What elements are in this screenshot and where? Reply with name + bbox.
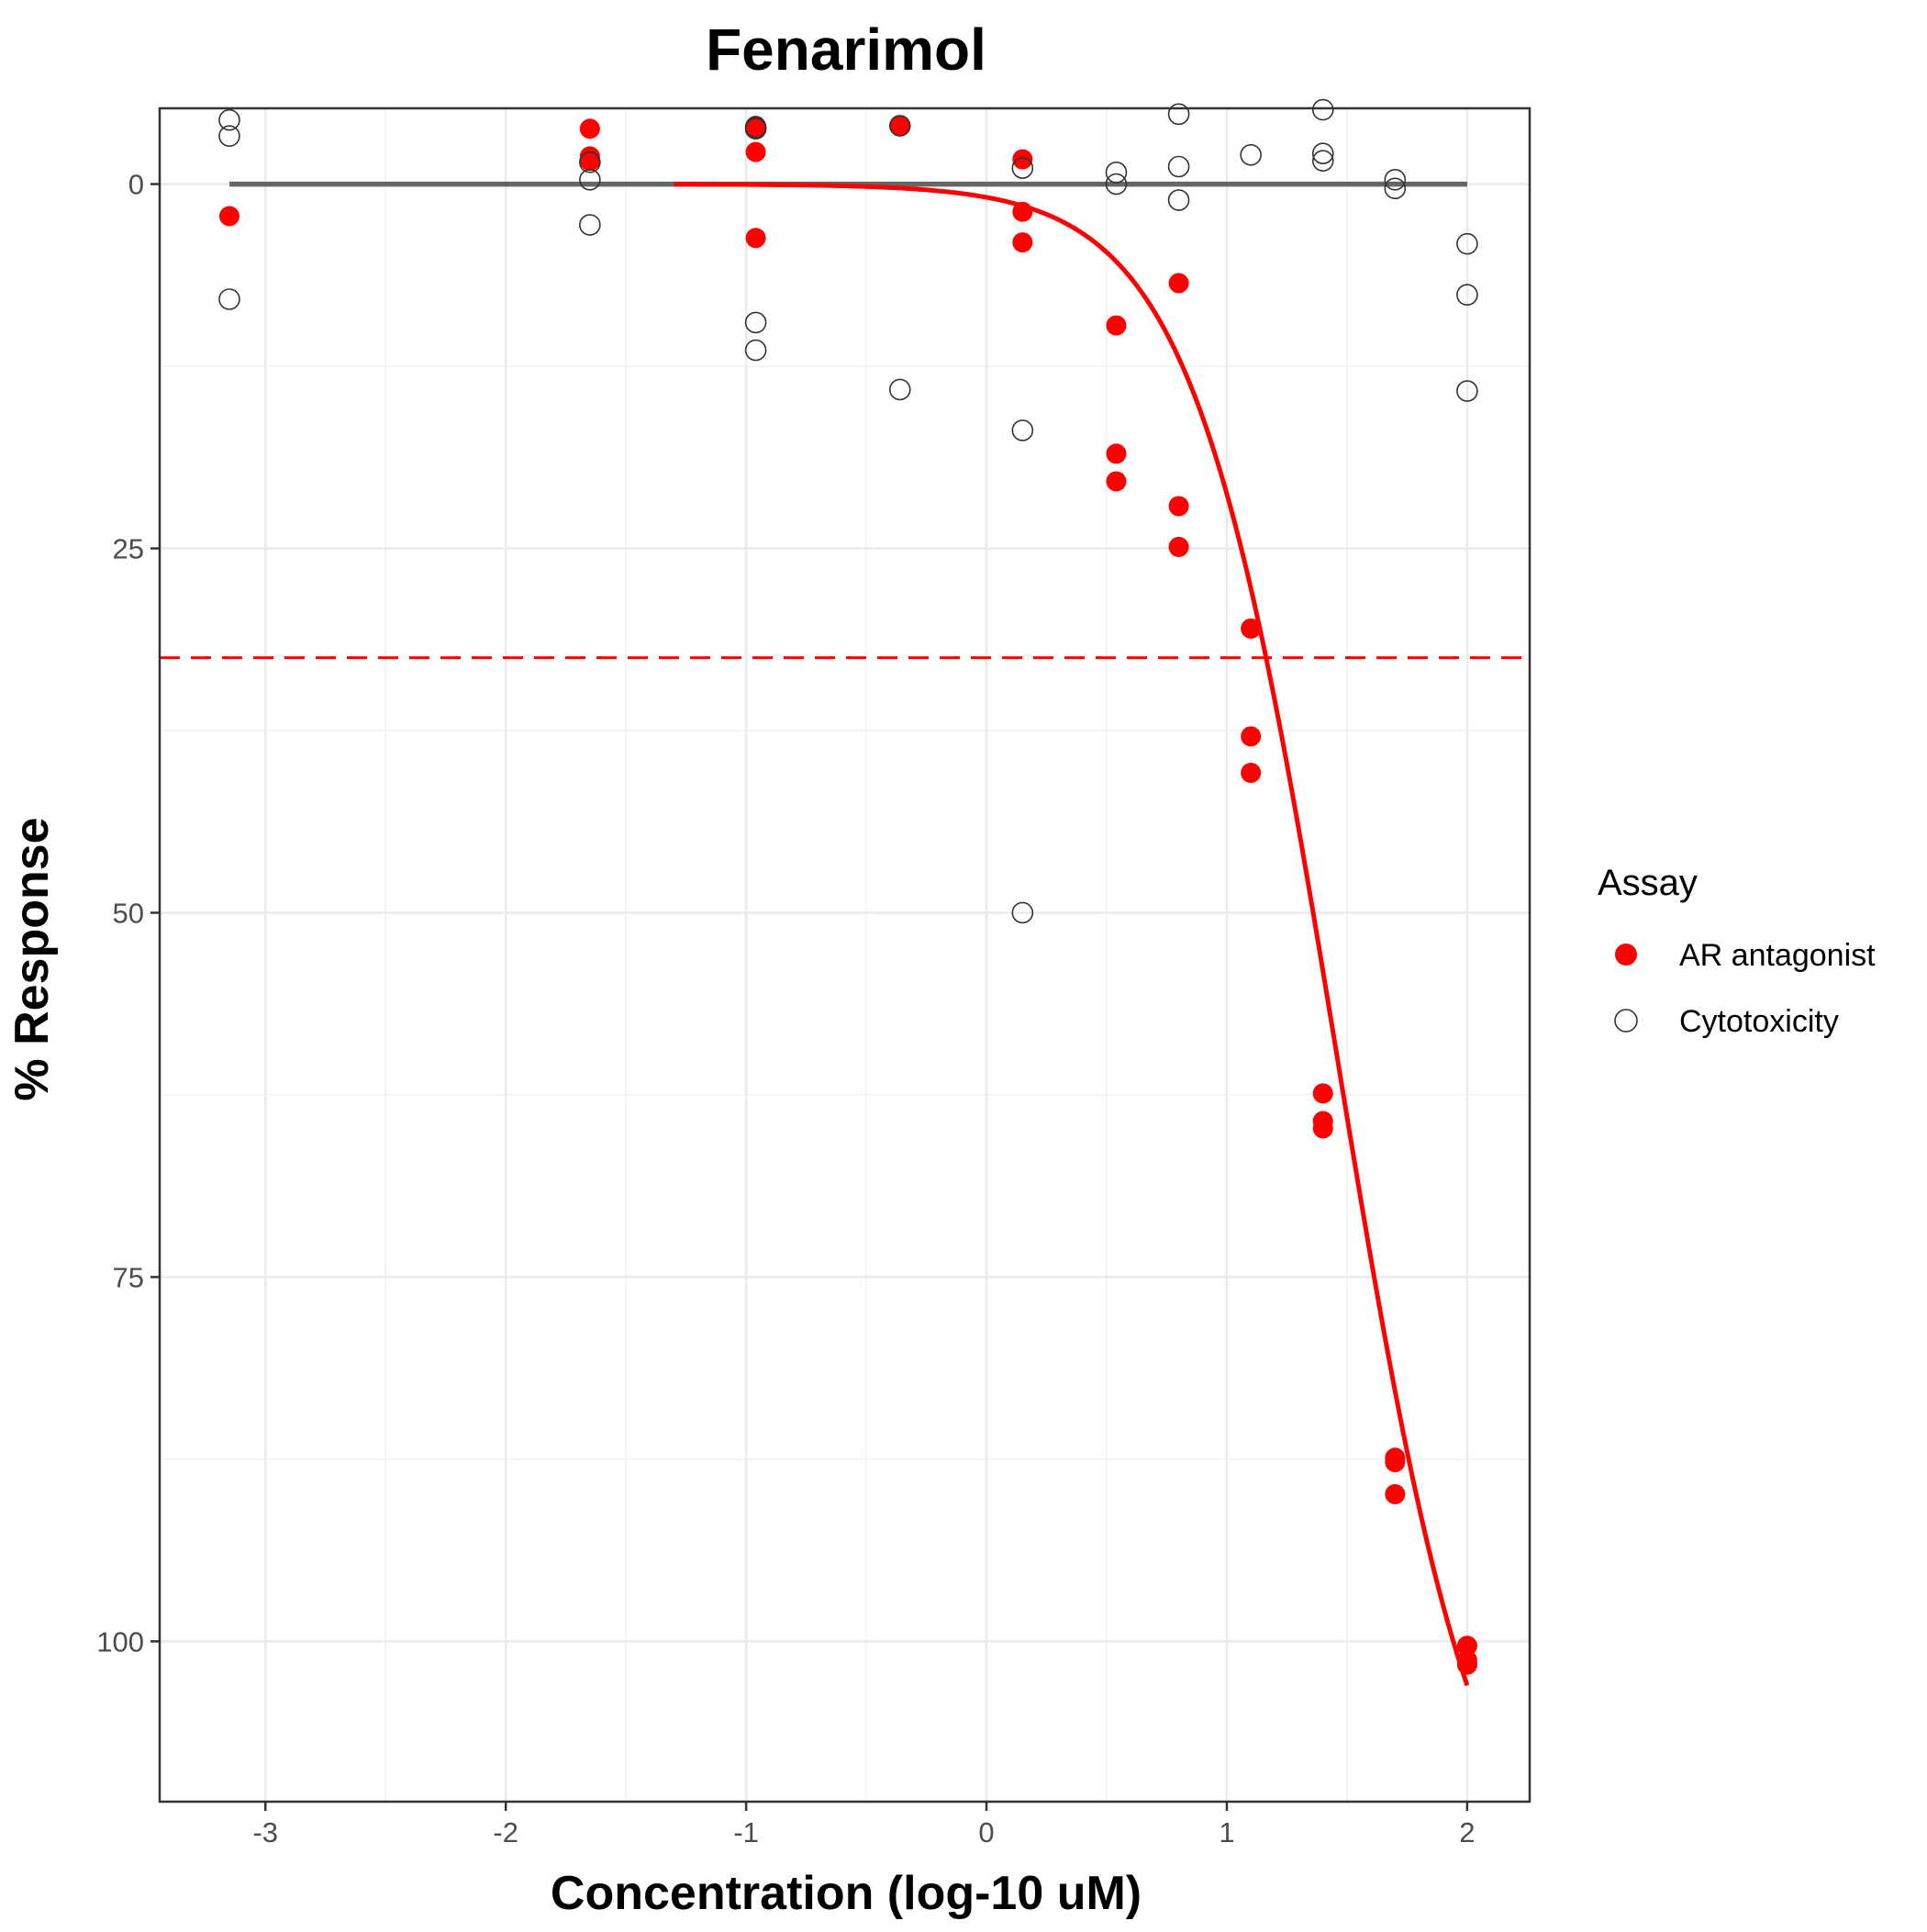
point-cytotoxicity: [1167, 103, 1190, 126]
legend: Assay AR antagonist Cytotoxicity: [1598, 863, 1876, 1039]
y-tick-label: 75: [113, 1261, 144, 1293]
point-cytotoxicity: [1011, 419, 1034, 441]
point-ar-antagonist: [1012, 149, 1033, 170]
point-cytotoxicity: [1240, 144, 1262, 166]
point-ar-antagonist: [579, 118, 600, 140]
point-ar-antagonist: [889, 116, 910, 137]
chart-title: Fenarimol: [706, 17, 986, 83]
panel-background: [160, 108, 1530, 1802]
point-ar-antagonist: [1168, 496, 1189, 517]
point-cytotoxicity: [579, 214, 601, 236]
point-ar-antagonist: [1012, 232, 1033, 253]
point-cytotoxicity: [1105, 162, 1128, 184]
point-ar-antagonist: [1106, 471, 1127, 492]
point-ar-antagonist: [1312, 1083, 1333, 1104]
point-cytotoxicity: [1311, 98, 1334, 121]
legend-label: AR antagonist: [1679, 938, 1876, 973]
point-ar-antagonist: [1241, 618, 1262, 639]
point-cytotoxicity: [579, 169, 601, 191]
point-ar-antagonist: [1241, 763, 1262, 784]
point-cytotoxicity: [1167, 155, 1190, 178]
y-axis-title: % Response: [6, 817, 59, 1100]
point-cytotoxicity: [888, 115, 911, 137]
point-cytotoxicity: [1311, 142, 1334, 165]
point-ar-antagonist: [1168, 273, 1189, 294]
legend-key-ar-antagonist: [1615, 944, 1637, 966]
plot-area: -3 -2 -1 0 1 2 0 25 50 75 100: [96, 98, 1532, 1848]
point-cytotoxicity: [888, 378, 911, 401]
point-cytotoxicity: [218, 288, 240, 310]
point-ar-antagonist: [1312, 1118, 1333, 1139]
point-ar-antagonist: [1456, 1636, 1477, 1657]
legend-title: Assay: [1598, 863, 1698, 903]
point-ar-antagonist: [1106, 315, 1127, 336]
point-ar-antagonist: [745, 228, 766, 249]
point-cytotoxicity: [1167, 189, 1190, 211]
point-cytotoxicity: [1456, 284, 1478, 307]
point-ar-antagonist: [1012, 201, 1033, 222]
point-cytotoxicity: [1011, 901, 1034, 924]
point-cytotoxicity: [1456, 380, 1478, 402]
point-cytotoxicity: [1384, 177, 1407, 200]
point-cytotoxicity: [744, 116, 767, 139]
y-tick-label: 25: [113, 533, 144, 565]
point-ar-antagonist: [1241, 726, 1262, 747]
legend-label: Cytotoxicity: [1679, 1004, 1839, 1039]
panel-border: [158, 106, 1532, 1804]
y-tick-label: 50: [113, 897, 144, 929]
y-tick-label: 0: [128, 169, 144, 201]
point-ar-antagonist: [1106, 443, 1127, 464]
x-tick-label: -2: [493, 1816, 518, 1848]
point-ar-antagonist: [1456, 1654, 1477, 1675]
point-ar-antagonist: [1385, 1452, 1406, 1473]
point-cytotoxicity: [1456, 232, 1478, 255]
point-cytotoxicity: [1384, 169, 1407, 191]
legend-key-cytotoxicity: [1614, 1009, 1638, 1033]
point-cytotoxicity: [1311, 150, 1334, 172]
point-cytotoxicity: [218, 125, 240, 147]
point-cytotoxicity: [218, 108, 240, 131]
x-tick-label: 1: [1219, 1816, 1234, 1848]
x-axis-title: Concentration (log-10 uM): [551, 1867, 1142, 1920]
y-tick-label: 100: [96, 1625, 144, 1658]
point-cytotoxicity: [744, 339, 767, 362]
x-tick-label: 0: [978, 1816, 994, 1848]
x-tick-label: -1: [733, 1816, 759, 1848]
point-ar-antagonist: [579, 151, 600, 172]
point-ar-antagonist: [1168, 536, 1189, 557]
x-tick-label: -3: [252, 1816, 278, 1848]
point-cytotoxicity: [1105, 173, 1128, 195]
point-cytotoxicity: [1011, 157, 1034, 179]
point-ar-antagonist: [745, 141, 766, 162]
point-cytotoxicity: [744, 311, 767, 334]
point-ar-antagonist: [1385, 1483, 1406, 1504]
fit-curve: [674, 182, 1470, 1687]
point-cytotoxicity: [579, 151, 601, 173]
x-tick-label: 2: [1459, 1816, 1475, 1848]
point-ar-antagonist: [218, 206, 239, 227]
